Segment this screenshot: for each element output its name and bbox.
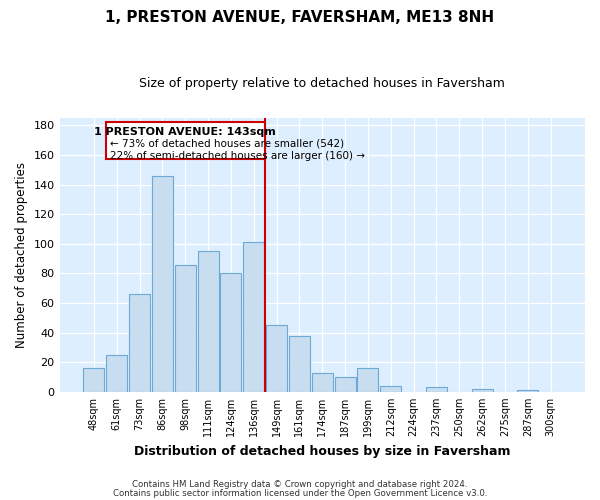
Bar — [220, 274, 241, 392]
Text: 1, PRESTON AVENUE, FAVERSHAM, ME13 8NH: 1, PRESTON AVENUE, FAVERSHAM, ME13 8NH — [106, 10, 494, 25]
Bar — [289, 336, 310, 392]
Bar — [312, 372, 333, 392]
Bar — [197, 251, 218, 392]
Text: 22% of semi-detached houses are larger (160) →: 22% of semi-detached houses are larger (… — [110, 150, 365, 160]
Y-axis label: Number of detached properties: Number of detached properties — [15, 162, 28, 348]
Bar — [426, 388, 447, 392]
Bar — [358, 368, 379, 392]
Text: 1 PRESTON AVENUE: 143sqm: 1 PRESTON AVENUE: 143sqm — [94, 127, 276, 137]
Bar — [129, 294, 150, 392]
Bar — [152, 176, 173, 392]
FancyBboxPatch shape — [106, 122, 265, 160]
Bar — [175, 264, 196, 392]
Bar — [335, 377, 356, 392]
Title: Size of property relative to detached houses in Faversham: Size of property relative to detached ho… — [139, 78, 505, 90]
Bar — [83, 368, 104, 392]
Bar — [517, 390, 538, 392]
X-axis label: Distribution of detached houses by size in Faversham: Distribution of detached houses by size … — [134, 444, 511, 458]
Bar — [243, 242, 264, 392]
Text: Contains public sector information licensed under the Open Government Licence v3: Contains public sector information licen… — [113, 488, 487, 498]
Text: Contains HM Land Registry data © Crown copyright and database right 2024.: Contains HM Land Registry data © Crown c… — [132, 480, 468, 489]
Bar — [106, 355, 127, 392]
Bar — [266, 325, 287, 392]
Bar — [380, 386, 401, 392]
Bar — [472, 389, 493, 392]
Text: ← 73% of detached houses are smaller (542): ← 73% of detached houses are smaller (54… — [110, 139, 344, 149]
